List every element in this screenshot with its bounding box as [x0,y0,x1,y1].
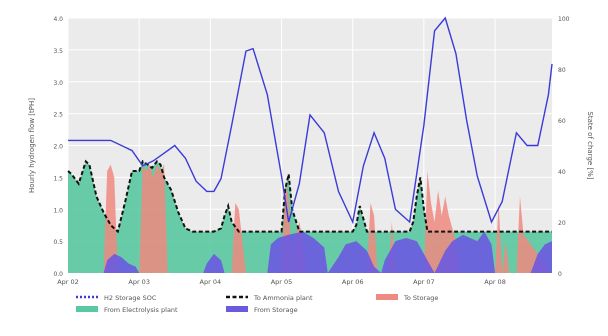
y-axis-label-right: State of charge [%] [586,111,594,179]
series-from-storage-area [68,231,552,273]
y-tick-label-right: 20 [558,220,566,227]
y-tick-label-left: 1.5 [53,175,63,182]
y-tick-label-left: 3.0 [53,80,63,87]
series-soc-line [68,16,553,225]
legend-label: From Storage [254,306,298,314]
legend-label: H2 Storage SOC [104,294,157,302]
legend-swatch [76,306,98,312]
legend-swatch [376,294,398,300]
x-tick-label: Apr 05 [271,278,293,286]
series-to-storage-area [68,164,552,273]
axes: 0.0 0.5 1.0 1.5 2.0 2.5 3.0 3.5 4.0 0 20 40 60 80 100 A… [28,16,594,286]
x-tick-label: Apr 03 [128,278,150,286]
y-tick-label-left: 2.0 [53,144,63,151]
legend-label: From Electrolysis plant [104,306,178,314]
y-tick-label-right: 100 [558,16,570,23]
x-tick-label: Apr 07 [413,278,435,286]
y-tick-label-left: 1.0 [53,207,63,214]
x-tick-label: Apr 08 [484,278,506,286]
legend-label: To Ammonia plant [253,294,313,302]
x-tick-label: Apr 06 [342,278,364,286]
y-tick-label-left: 4.0 [53,16,63,23]
y-tick-label-left: 2.5 [53,112,63,119]
line-series [67,16,553,234]
legend-label: To Storage [403,294,438,302]
y-tick-label-left: 3.5 [53,48,63,55]
legend: H2 Storage SOC To Ammonia plant To Storage… [76,294,438,314]
series-to-ammonia-line [67,159,552,234]
y-tick-label-right: 80 [558,67,566,74]
y-tick-label-right: 0 [558,271,562,278]
x-tick-label: Apr 04 [200,278,222,286]
x-tick-label: Apr 02 [57,278,79,286]
y-tick-label-left: 0.0 [53,271,63,278]
y-tick-label-left: 0.5 [53,239,63,246]
y-axis-label-left: Hourly hydrogen flow [tPH] [28,98,36,193]
legend-swatch [226,306,248,312]
y-tick-label-right: 60 [558,118,566,125]
area-series [68,161,552,273]
y-tick-label-right: 40 [558,169,566,176]
